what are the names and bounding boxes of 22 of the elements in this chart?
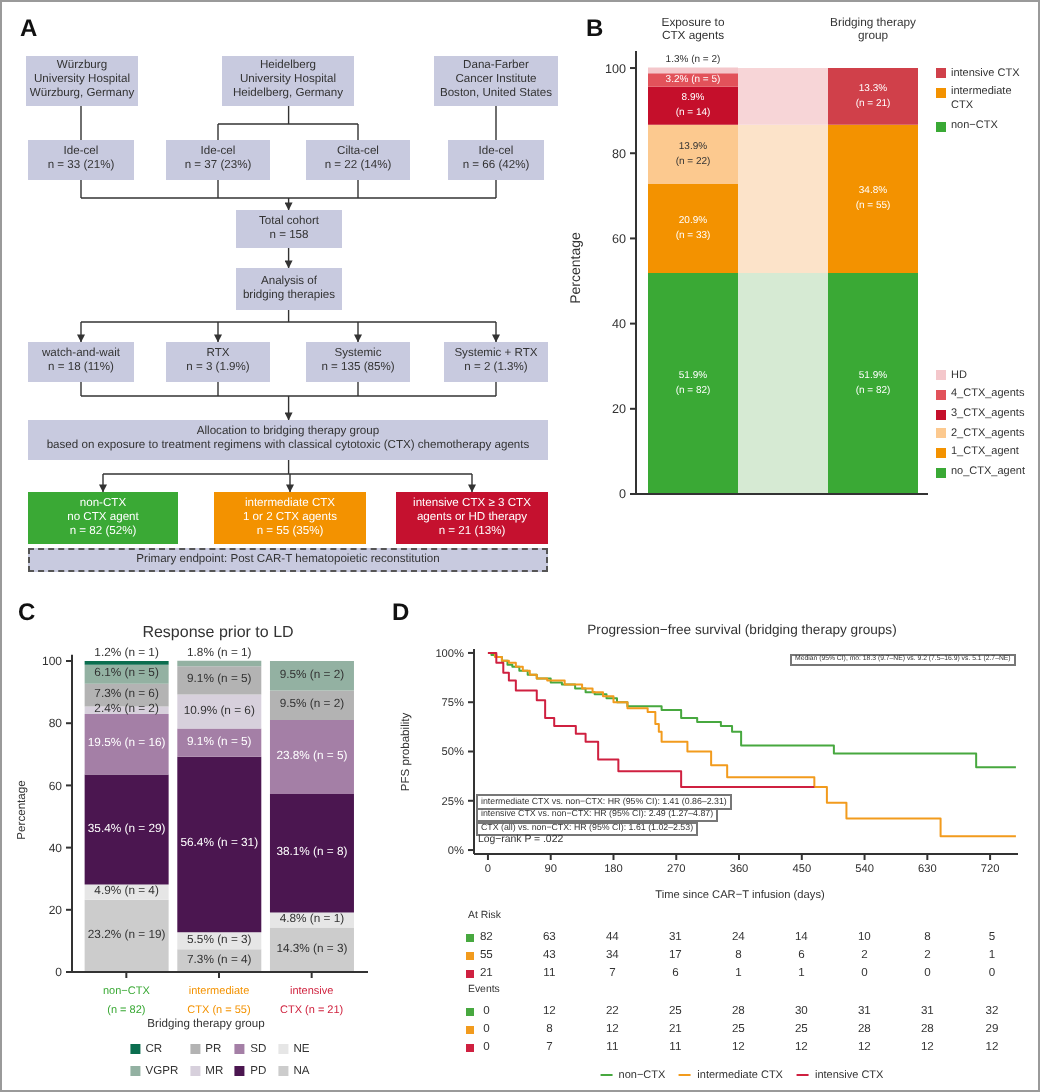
bar (269, 661, 354, 691)
bar (177, 666, 262, 695)
bar (648, 272, 738, 494)
bar (738, 68, 828, 125)
chart-title: Response prior to LD (142, 621, 294, 641)
bar (269, 720, 354, 795)
bar (177, 756, 262, 933)
bar (738, 272, 828, 494)
text: B (586, 14, 604, 42)
text: A (20, 14, 38, 42)
bar (648, 124, 738, 184)
bar (738, 124, 828, 273)
bar (648, 86, 738, 125)
bar (269, 794, 354, 913)
bar (84, 713, 169, 775)
bar (648, 67, 738, 74)
bar (84, 774, 169, 885)
bar (84, 899, 169, 972)
bar (648, 183, 738, 273)
text: D (392, 597, 410, 625)
bar (828, 68, 918, 125)
text: C (18, 597, 36, 625)
